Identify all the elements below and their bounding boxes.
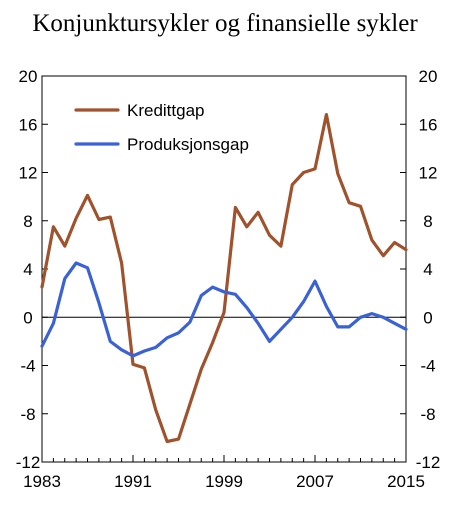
plot-frame bbox=[41, 75, 407, 463]
y-tick-label-left: 8 bbox=[23, 212, 32, 231]
tick-group bbox=[41, 75, 407, 463]
legend-label: Kredittgap bbox=[127, 101, 205, 120]
y-tick-label-right: 8 bbox=[423, 212, 432, 231]
y-tick-label-right: -4 bbox=[420, 357, 435, 376]
series-group bbox=[40, 112, 408, 444]
y-tick-label-right: -12 bbox=[416, 453, 441, 472]
x-tick-label: 1991 bbox=[114, 472, 152, 491]
series-line-kredittgap bbox=[40, 112, 408, 444]
y-tick-label-right: 0 bbox=[423, 308, 432, 327]
y-tick-label-right: 4 bbox=[423, 260, 432, 279]
y-tick-label-right: 12 bbox=[419, 164, 438, 183]
x-tick-label: 2007 bbox=[296, 472, 334, 491]
y-tick-label-left: -12 bbox=[16, 453, 41, 472]
x-tick-label: 1999 bbox=[205, 472, 243, 491]
y-tick-label-right: 16 bbox=[419, 115, 438, 134]
y-tick-label-left: 20 bbox=[19, 67, 38, 86]
y-tick-label-left: 0 bbox=[23, 308, 32, 327]
legend: Kredittgap Produksjonsgap bbox=[74, 101, 249, 154]
x-tick-label: 2015 bbox=[387, 472, 425, 491]
y-tick-label-left: 16 bbox=[19, 115, 38, 134]
y-tick-label-left: 4 bbox=[23, 260, 32, 279]
y-tick-label-left: -4 bbox=[20, 357, 35, 376]
chart-title: Konjunktursykler og finansielle sykler bbox=[32, 10, 418, 37]
y-tick-label-right: 20 bbox=[419, 67, 438, 86]
legend-label: Produksjonsgap bbox=[127, 135, 249, 154]
y-tick-label-right: -8 bbox=[420, 405, 435, 424]
y-tick-label-left: 12 bbox=[19, 164, 38, 183]
y-tick-label-left: -8 bbox=[20, 405, 35, 424]
x-tick-label: 1983 bbox=[23, 472, 61, 491]
series-line-produksjonsgap bbox=[40, 261, 408, 358]
